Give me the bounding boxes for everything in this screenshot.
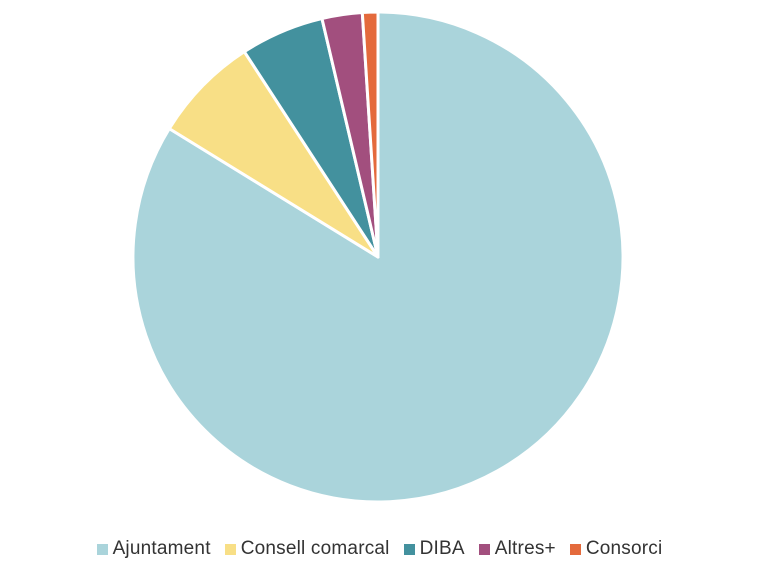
legend-label-ajuntament: Ajuntament (112, 538, 211, 559)
legend-label-altres: Altres+ (494, 538, 556, 559)
pie-slice-consorci (360, 10, 380, 259)
legend-swatch-diba (403, 543, 415, 555)
legend-item-diba: DIBA (403, 538, 465, 560)
pie-slice-consell-comarcal (167, 50, 380, 259)
legend-item-altres: Altres+ (478, 538, 556, 560)
legend-item-ajuntament: Ajuntament (96, 538, 211, 560)
legend-swatch-consorci (569, 543, 581, 555)
chart-legend: Ajuntament Consell comarcal DIBA Altres+… (0, 532, 759, 566)
legend-label-consorci: Consorci (585, 538, 663, 559)
legend-item-consorci: Consorci (569, 538, 663, 560)
legend-swatch-altres (478, 543, 490, 555)
legend-swatch-ajuntament (96, 543, 108, 555)
legend-label-consell-comarcal: Consell comarcal (240, 538, 390, 559)
legend-item-consell-comarcal: Consell comarcal (224, 538, 390, 560)
legend-swatch-consell-comarcal (224, 543, 236, 555)
legend-label-diba: DIBA (419, 538, 465, 559)
